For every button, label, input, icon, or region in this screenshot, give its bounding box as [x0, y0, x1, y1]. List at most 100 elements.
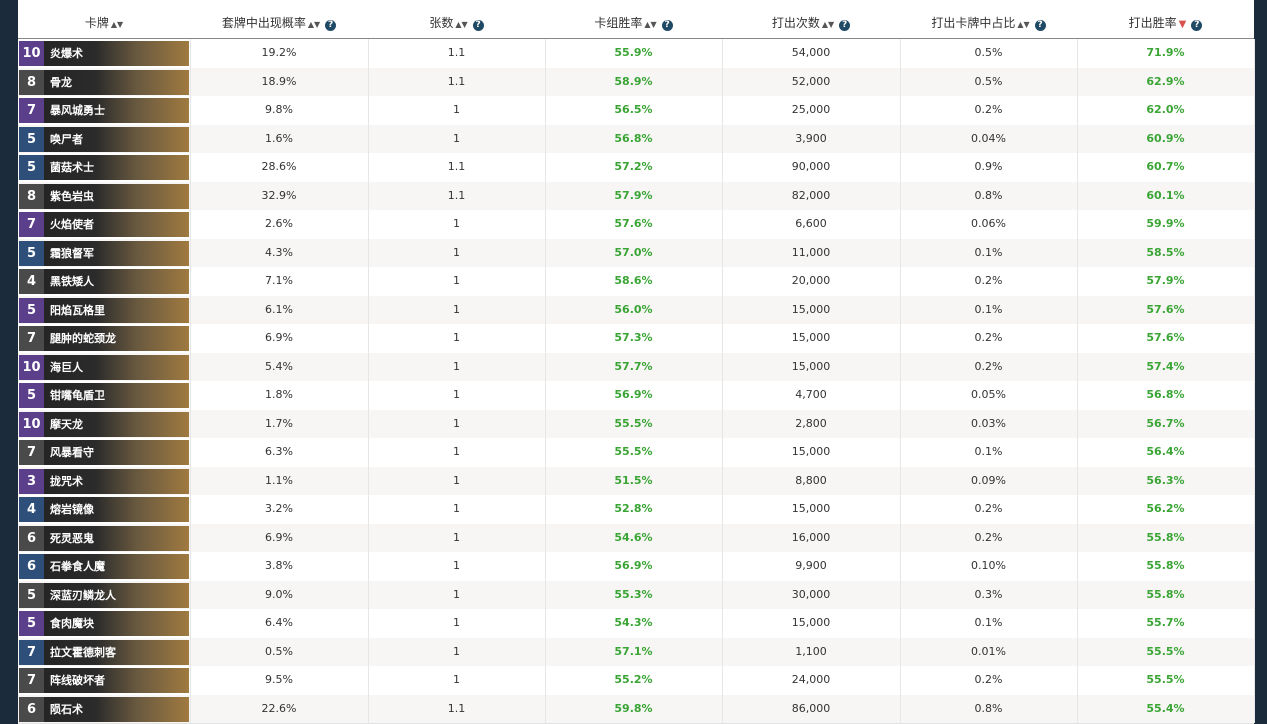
cell: 54.3% [545, 609, 723, 638]
card-cost: 10 [19, 412, 44, 437]
cell: 6.4% [190, 609, 369, 638]
sort-icon[interactable]: ▲▼ [308, 20, 320, 29]
cell: 15,000 [722, 324, 901, 353]
sort-icon[interactable]: ▲▼ [822, 20, 834, 29]
cell: 57.6% [1077, 324, 1255, 353]
column-header[interactable]: 套牌中出现概率▲▼? [190, 0, 368, 39]
cell: 0.1% [900, 239, 1078, 268]
help-icon[interactable]: ? [1035, 20, 1046, 31]
help-icon[interactable]: ? [473, 20, 484, 31]
cell: 54,000 [722, 39, 901, 68]
cell: 55.7% [1077, 609, 1255, 638]
cell: 55.8% [1077, 552, 1255, 581]
cell: 1.8% [190, 381, 369, 410]
card-cost: 5 [19, 241, 44, 266]
help-icon[interactable]: ? [1191, 20, 1202, 31]
column-header[interactable]: 张数▲▼? [368, 0, 545, 39]
cell: 58.9% [545, 68, 723, 97]
cell: 57.7% [545, 353, 723, 382]
cell: 1 [368, 638, 546, 667]
cell: 1 [368, 666, 546, 695]
cell: 3.2% [190, 495, 369, 524]
cell: 0.04% [900, 125, 1078, 154]
cell: 1.1 [368, 68, 546, 97]
header-text: 套牌中出现概率 [222, 16, 306, 30]
cell: 0.1% [900, 438, 1078, 467]
cell: 2.6% [190, 210, 369, 239]
sort-icon[interactable]: ▼ [1179, 19, 1187, 30]
column-header[interactable]: 打出次数▲▼? [722, 0, 900, 39]
cell: 1 [368, 324, 546, 353]
help-icon[interactable]: ? [325, 20, 336, 31]
cell: 0.01% [900, 638, 1078, 667]
help-icon[interactable]: ? [662, 20, 673, 31]
cell: 16,000 [722, 524, 901, 553]
cell: 4,700 [722, 381, 901, 410]
cell: 25,000 [722, 96, 901, 125]
cell: 55.5% [545, 438, 723, 467]
column-header[interactable]: 打出胜率▼? [1077, 0, 1254, 39]
cell: 30,000 [722, 581, 901, 610]
card-cost: 6 [19, 526, 44, 551]
cell: 11,000 [722, 239, 901, 268]
card-name: 腿肿的蛇颈龙 [50, 326, 116, 351]
column-header[interactable]: 打出卡牌中占比▲▼? [900, 0, 1077, 39]
sort-icon[interactable]: ▲▼ [1017, 20, 1029, 29]
cell: 6,600 [722, 210, 901, 239]
card-cost: 7 [19, 440, 44, 465]
card-name: 风暴看守 [50, 440, 94, 465]
cell: 2,800 [722, 410, 901, 439]
help-icon[interactable]: ? [839, 20, 850, 31]
card-name: 炎爆术 [50, 41, 83, 66]
sort-icon[interactable]: ▲▼ [644, 20, 656, 29]
column-header[interactable]: 卡牌▲▼ [18, 0, 190, 39]
cell: 0.2% [900, 267, 1078, 296]
cell: 57.2% [545, 153, 723, 182]
cell: 1 [368, 96, 546, 125]
cell: 55.8% [1077, 524, 1255, 553]
card-name: 火焰使者 [50, 212, 94, 237]
sort-icon[interactable]: ▲▼ [111, 20, 123, 29]
column-header[interactable]: 卡组胜率▲▼? [545, 0, 722, 39]
sort-icon[interactable]: ▲▼ [455, 20, 467, 29]
cell: 32.9% [190, 182, 369, 211]
card-cost: 7 [19, 212, 44, 237]
card-name: 死灵恶鬼 [50, 526, 94, 551]
